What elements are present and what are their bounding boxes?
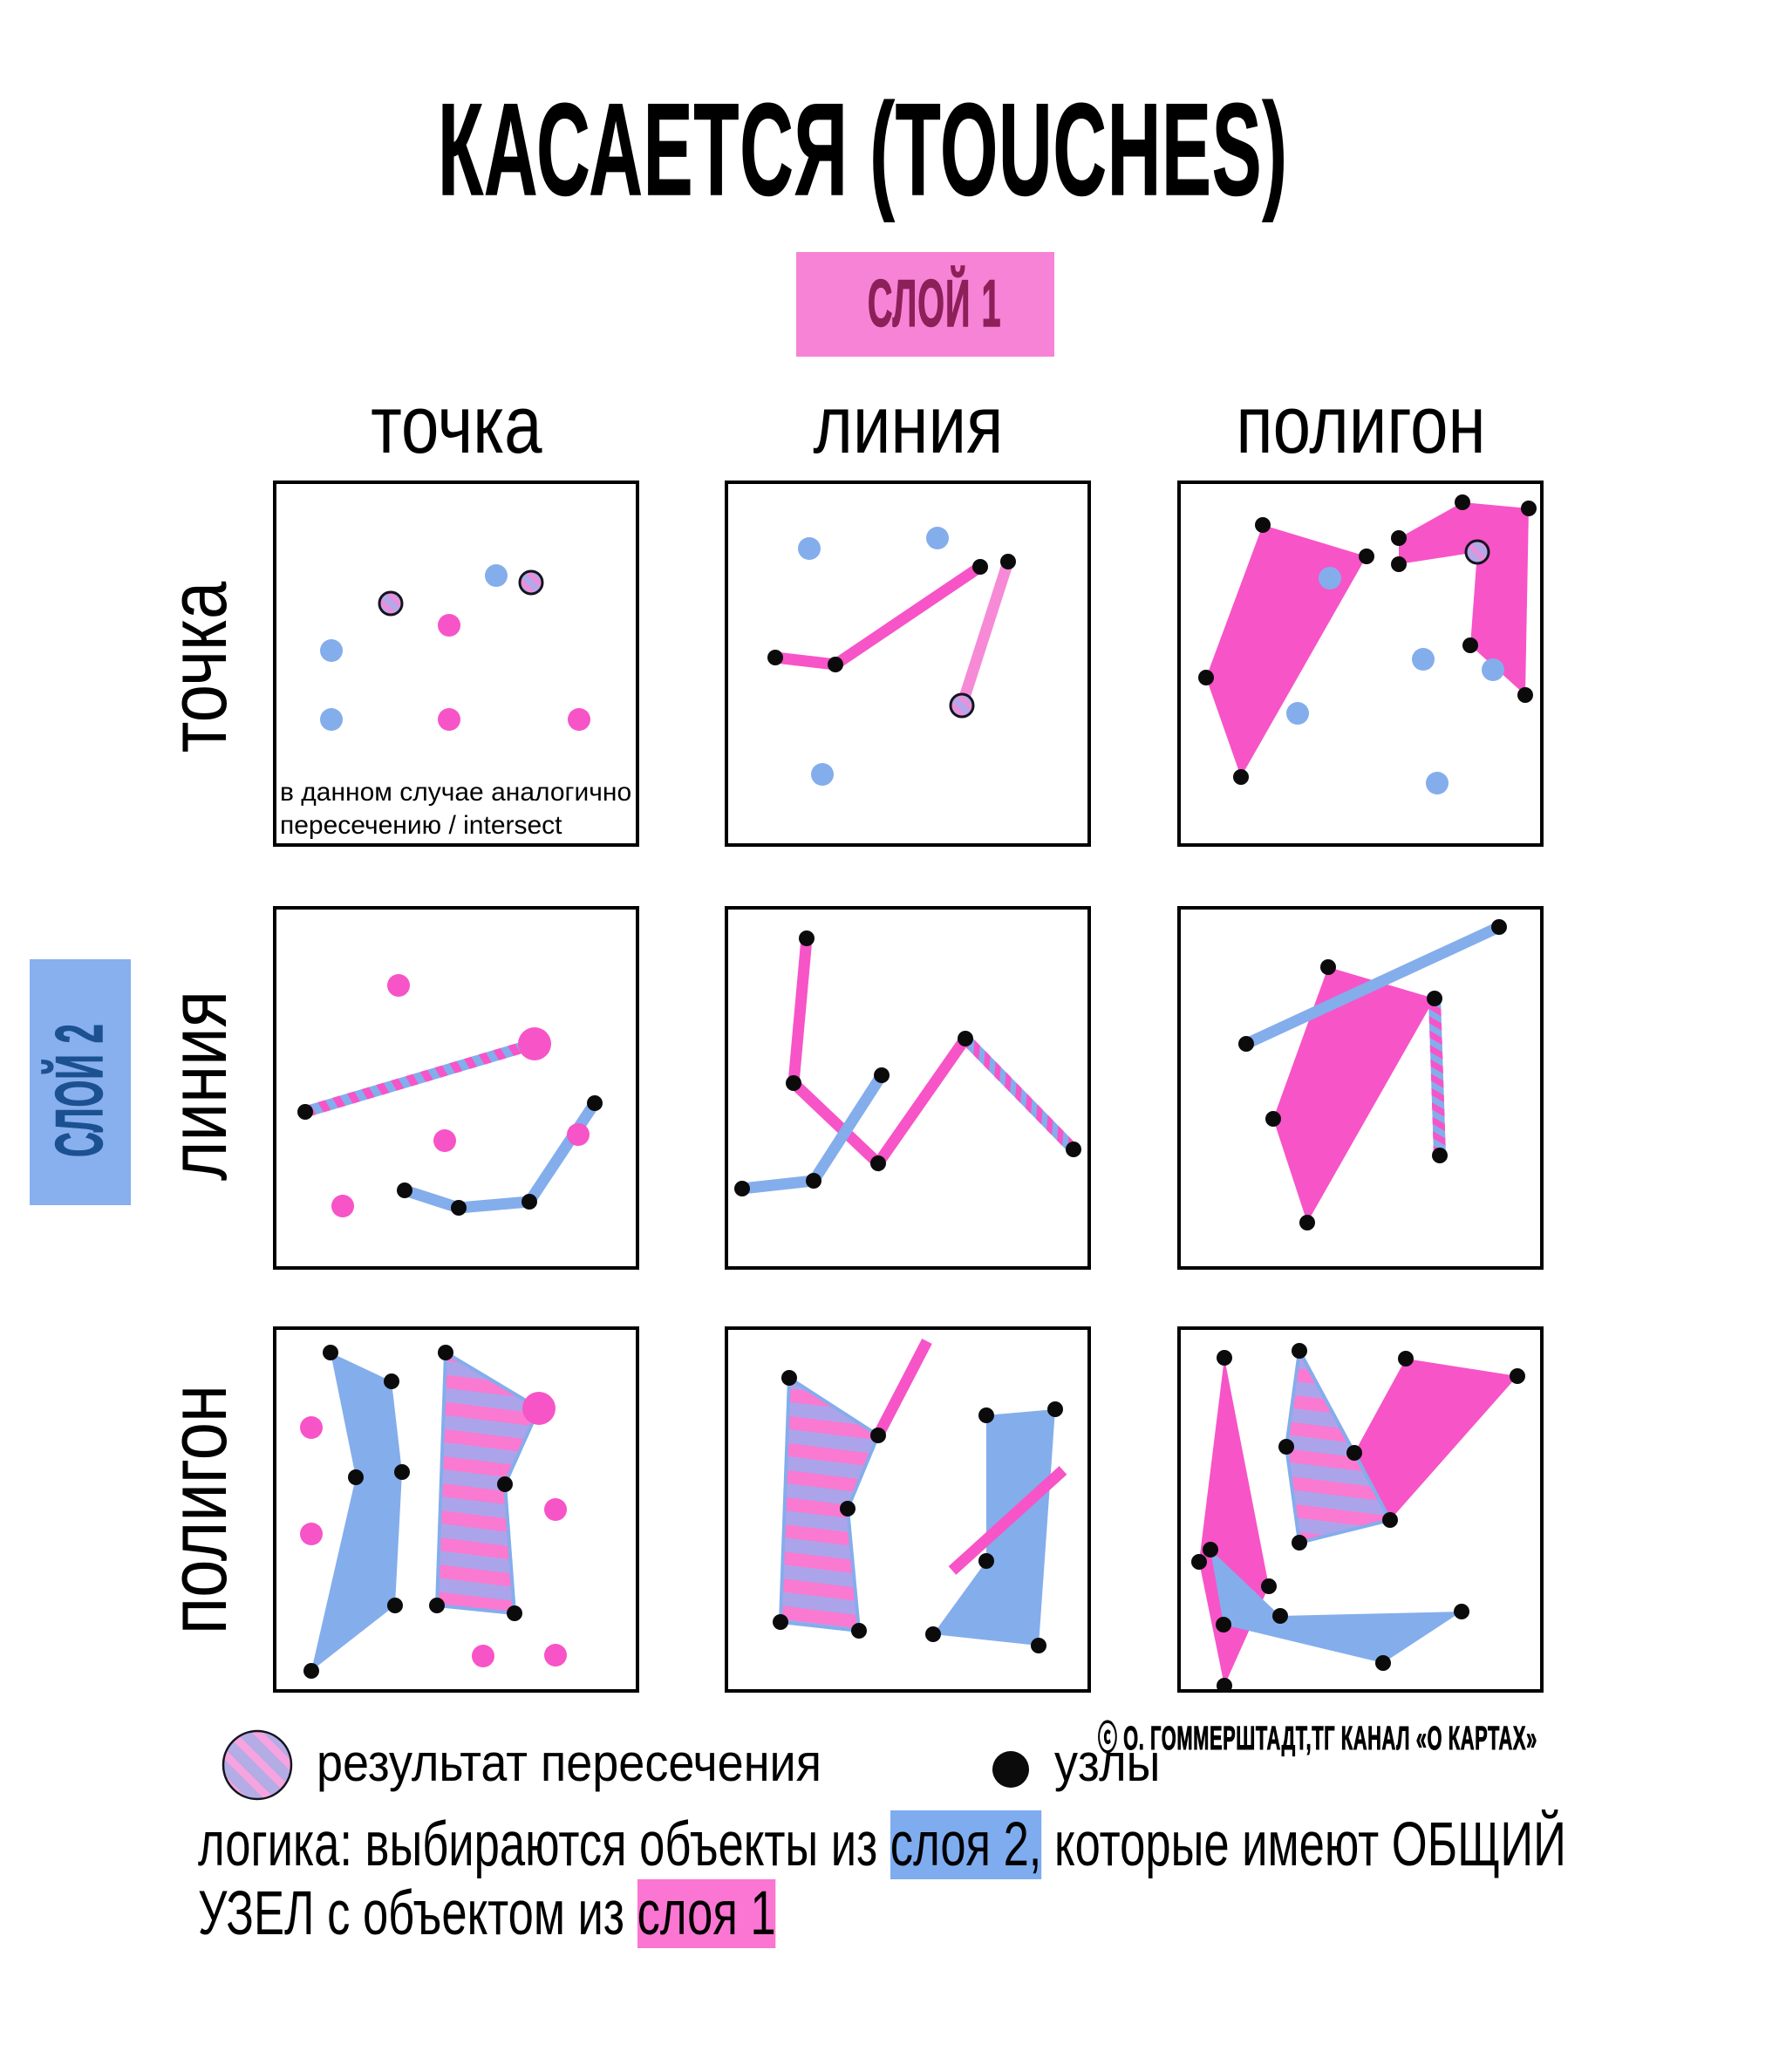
- svg-text:пересечению / intersect: пересечению / intersect: [280, 811, 562, 840]
- svg-text:в данном случае аналогично: в данном случае аналогично: [280, 778, 631, 807]
